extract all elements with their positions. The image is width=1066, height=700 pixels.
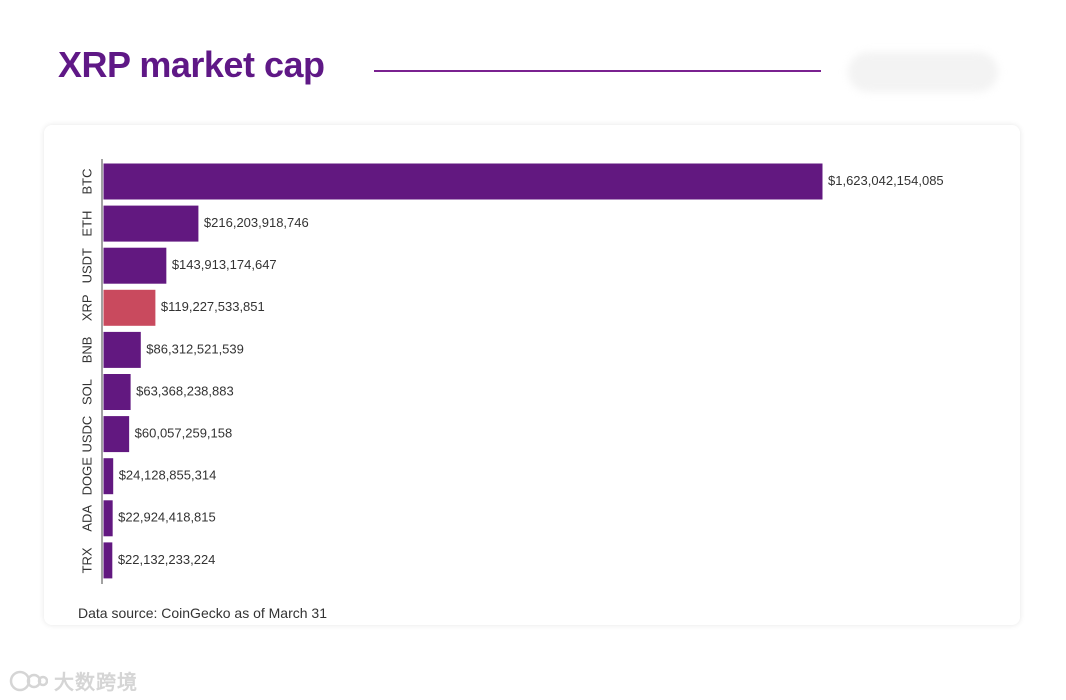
chart-title: XRP market cap (58, 44, 325, 85)
data-label-eth: $216,203,918,746 (204, 215, 309, 230)
bar-xrp (102, 288, 157, 327)
tick-label-doge: DOGE (79, 457, 94, 496)
data-label-bnb: $86,312,521,539 (146, 341, 244, 356)
data-label-trx: $22,132,233,224 (118, 552, 216, 567)
data-label-btc: $1,623,042,154,085 (828, 173, 944, 188)
data-label-xrp: $119,227,533,851 (161, 299, 265, 314)
tick-label-ada: ADA (79, 505, 94, 532)
tick-label-trx: TRX (79, 547, 94, 573)
data-label-sol: $63,368,238,883 (136, 383, 234, 398)
tick-label-sol: SOL (79, 379, 94, 405)
data-label-usdt: $143,913,174,647 (172, 257, 277, 272)
chart-card: $1,623,042,154,085 BTC $216,203,918,746 ETH… (44, 125, 1020, 625)
watermark-text: 大数跨境 (54, 670, 138, 694)
data-label-usdc: $60,057,259,158 (135, 426, 233, 441)
bar-usdt (102, 246, 168, 285)
bar-ada (102, 499, 114, 538)
watermark-logo-icon (9, 670, 48, 691)
bar-sol (102, 373, 132, 411)
data-label-doge: $24,128,855,314 (119, 468, 217, 483)
bar-bnb (102, 330, 142, 369)
bar-usdc (102, 415, 131, 454)
title-divider (374, 70, 821, 72)
data-label-ada: $22,924,418,815 (118, 510, 216, 525)
tick-label-bnb: BNB (79, 337, 94, 364)
bar-btc (102, 162, 824, 201)
bar-eth (102, 204, 200, 243)
bar-trx (102, 541, 114, 580)
data-source-note: Data source: CoinGecko as of March 31 (78, 605, 328, 621)
tick-label-usdt: USDT (79, 248, 94, 283)
watermark: 大数跨境 (8, 666, 138, 695)
tick-label-xrp: XRP (79, 294, 94, 321)
tick-label-eth: ETH (79, 211, 94, 237)
tick-label-btc: BTC (79, 169, 94, 195)
tick-label-usdc: USDC (79, 416, 94, 453)
bar-chart: $1,623,042,154,085 BTC $216,203,918,746 ETH… (79, 159, 944, 584)
bar-doge (102, 457, 115, 496)
blurred-logo (848, 52, 998, 92)
